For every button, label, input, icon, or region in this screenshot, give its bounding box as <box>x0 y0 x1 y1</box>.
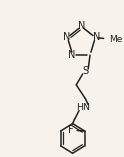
Text: N: N <box>93 32 100 42</box>
Text: HN: HN <box>77 103 91 112</box>
Text: S: S <box>82 66 89 76</box>
Text: N: N <box>68 50 76 60</box>
Text: N: N <box>63 32 70 42</box>
Text: Me: Me <box>109 35 123 44</box>
Text: N: N <box>78 22 85 31</box>
Text: F: F <box>68 125 74 135</box>
